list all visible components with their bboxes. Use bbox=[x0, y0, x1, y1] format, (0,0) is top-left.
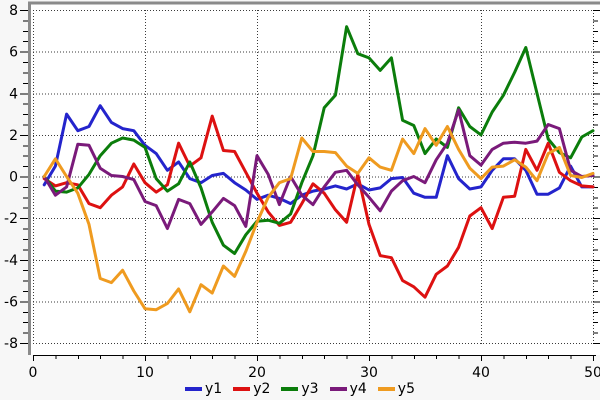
legend-item-y1: y1 bbox=[184, 381, 223, 397]
legend-swatch-y2 bbox=[233, 387, 251, 391]
y-tick-label: 4 bbox=[9, 86, 18, 102]
legend-label: y4 bbox=[349, 381, 367, 397]
x-tick-label: 20 bbox=[248, 365, 266, 381]
series-line-y2 bbox=[42, 114, 595, 299]
legend-swatch-y5 bbox=[377, 387, 395, 391]
x-tick-label: 10 bbox=[136, 365, 154, 381]
legend-item-y3: y3 bbox=[281, 381, 319, 397]
legend-label: y1 bbox=[204, 381, 223, 397]
y-tick-label: -8 bbox=[4, 336, 18, 352]
y-tick-label: 6 bbox=[9, 45, 18, 61]
chart-legend: y1 y2 y3 y4 y5 bbox=[0, 380, 600, 398]
x-tick-label: 40 bbox=[472, 365, 490, 381]
y-tick-label: 2 bbox=[9, 128, 18, 144]
x-tick-label: 30 bbox=[360, 365, 378, 381]
y-tick-label: 8 bbox=[9, 3, 18, 19]
frame-bevel bbox=[28, 1, 600, 355]
series-line-y3 bbox=[42, 25, 595, 255]
legend-item-y5: y5 bbox=[377, 381, 415, 397]
series-line-y4 bbox=[42, 108, 595, 230]
y-axis-tick-labels: 8 6 4 2 0 -2 -4 -6 -8 bbox=[4, 3, 18, 352]
legend-label: y5 bbox=[397, 381, 415, 397]
y-tick-label: -2 bbox=[4, 211, 18, 227]
legend-swatch-y3 bbox=[281, 387, 299, 391]
legend-label: y3 bbox=[301, 381, 319, 397]
y-tick-label: -6 bbox=[4, 294, 18, 310]
y-tick-label: -4 bbox=[4, 253, 18, 269]
y-tick-label: 0 bbox=[9, 170, 18, 186]
legend-item-y4: y4 bbox=[329, 381, 367, 397]
series-line-y5 bbox=[42, 125, 595, 314]
legend-label: y2 bbox=[253, 381, 271, 397]
legend-swatch-y1 bbox=[184, 387, 202, 391]
legend-swatch-y4 bbox=[329, 387, 347, 391]
legend-item-y2: y2 bbox=[233, 381, 270, 397]
x-tick-label: 50 bbox=[584, 365, 600, 381]
x-axis-tick-labels: 0 10 20 30 40 50 bbox=[29, 365, 600, 381]
x-tick-label: 0 bbox=[29, 365, 38, 381]
